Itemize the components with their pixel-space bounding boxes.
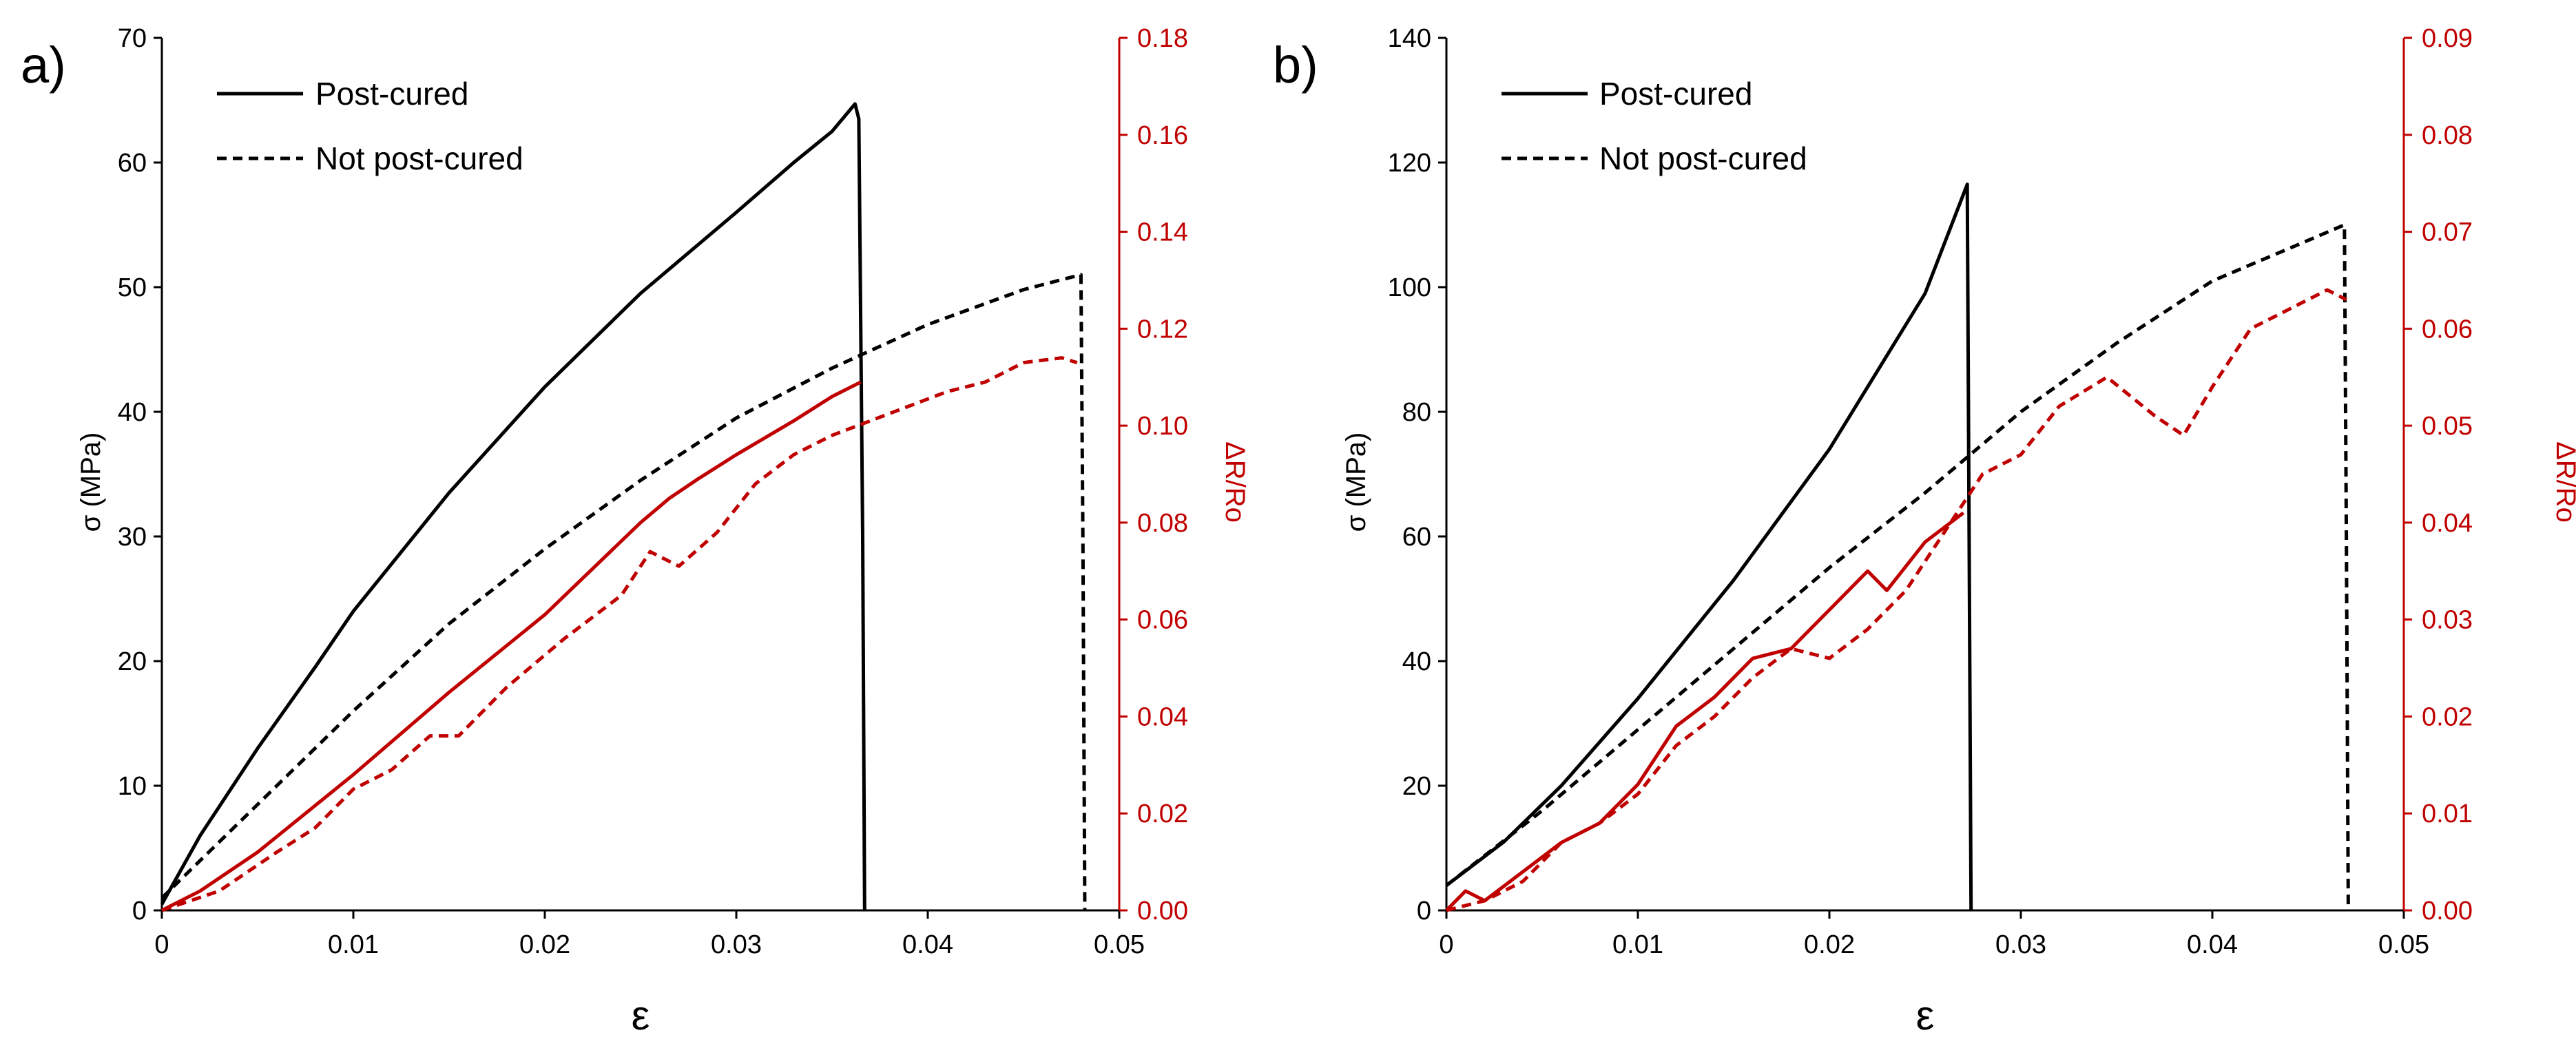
legend-a: Post-cured Not post-cured [217,76,523,176]
y-tick-label-left-a: 70 [118,24,147,53]
y-tick-label-left-a: 20 [118,647,147,676]
y-tick-label-right-b: 0.06 [2422,315,2473,344]
legend-b: Post-cured Not post-cured [1502,76,1807,176]
panel-label-b: b) [1273,36,1318,94]
y-tick-label-right-a: 0.14 [1137,218,1188,247]
y-tick-label-right-a: 0.18 [1137,24,1188,53]
series-resistance-post-cured-a [160,380,862,912]
x-tick-label-a: 0.05 [1094,930,1145,959]
y-tick-label-left-b: 40 [1402,647,1431,676]
series-stress-post-cured-a [160,102,866,911]
y-tick-label-left-a: 60 [118,149,147,178]
y-axis-label-right-a: ΔR/Ro [1220,441,1250,523]
panel-label-a: a) [21,36,66,94]
x-tick-label-b: 0.02 [1804,930,1855,959]
x-axis-label-b: ε [1916,992,1935,1038]
y-tick-label-right-a: 0.00 [1137,897,1188,926]
y-tick-label-left-a: 10 [118,772,147,801]
x-axis-label-a: ε [632,992,650,1038]
y-tick-label-right-b: 0.00 [2422,897,2473,926]
y-tick-label-right-b: 0.03 [2422,606,2473,635]
series-resistance-not-post-cured-a [161,356,1078,912]
y-tick-label-left-a: 0 [132,897,147,926]
y-axis-label-left-a: σ (MPa) [76,432,106,532]
y-tick-label-left-b: 100 [1388,273,1431,302]
chart-panel-a: a) σ (MPa) ΔR/Ro ε Post-cured Not post-c… [21,24,1250,1038]
y-tick-label-left-b: 0 [1417,897,1431,926]
y-axis-label-right-b: ΔR/Ro [2551,441,2576,523]
x-tick-label-a: 0.03 [711,930,762,959]
legend-label-post-cured-b: Post-cured [1599,76,1752,112]
y-tick-label-right-b: 0.08 [2422,121,2473,150]
y-tick-label-right-a: 0.12 [1137,315,1188,344]
x-tick-label-b: 0 [1439,930,1453,959]
y-tick-label-right-b: 0.05 [2422,412,2473,441]
y-tick-label-left-b: 120 [1388,149,1431,178]
x-tick-label-b: 0.04 [2187,930,2238,959]
y-tick-label-left-a: 30 [118,523,147,552]
series-resistance-post-cured-b [1445,511,1965,912]
y-tick-label-left-b: 60 [1402,523,1431,552]
y-tick-label-right-a: 0.10 [1137,412,1188,441]
x-tick-label-b: 0.01 [1612,930,1663,959]
y-tick-label-right-b: 0.07 [2422,218,2473,247]
x-tick-label-a: 0 [154,930,169,959]
y-tick-label-right-a: 0.04 [1137,702,1188,731]
y-tick-label-left-a: 50 [118,273,147,302]
x-tick-label-a: 0.01 [328,930,379,959]
y-tick-label-right-b: 0.04 [2422,509,2473,538]
y-tick-label-right-b: 0.01 [2422,800,2473,828]
y-tick-label-left-a: 40 [118,398,147,427]
y-tick-label-right-b: 0.02 [2422,702,2473,731]
legend-label-post-cured-a: Post-cured [315,76,468,112]
x-tick-label-a: 0.04 [902,930,953,959]
y-tick-label-left-b: 80 [1402,398,1431,427]
x-tick-label-b: 0.03 [1995,930,2046,959]
series-stress-post-cured-b [1445,182,1973,911]
legend-label-not-post-cured-a: Not post-cured [315,140,523,176]
y-tick-label-right-a: 0.08 [1137,509,1188,538]
y-tick-label-left-b: 20 [1402,772,1431,801]
series-resistance-not-post-cured-b [1446,288,2347,912]
y-axis-label-left-b: σ (MPa) [1341,432,1371,532]
y-tick-label-right-b: 0.09 [2422,24,2473,53]
x-tick-label-b: 0.05 [2378,930,2429,959]
legend-label-not-post-cured-b: Not post-cured [1599,140,1807,176]
y-tick-label-right-a: 0.16 [1137,121,1188,150]
y-tick-label-left-b: 140 [1388,24,1431,53]
y-tick-label-right-a: 0.06 [1137,606,1188,635]
y-tick-label-right-a: 0.02 [1137,800,1188,828]
x-tick-label-a: 0.02 [519,930,570,959]
chart-panel-b: b) σ (MPa) ΔR/Ro ε Post-cured Not post-c… [1273,24,2576,1038]
series-stress-not-post-cured-b [1445,223,2350,911]
series-stress-not-post-cured-a [160,273,1087,911]
